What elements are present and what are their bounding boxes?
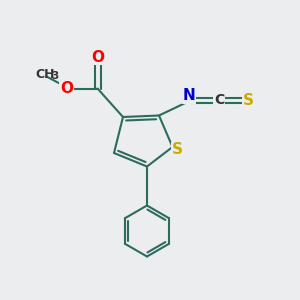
Text: S: S <box>172 142 182 158</box>
Text: N: N <box>183 88 195 103</box>
Text: S: S <box>243 93 254 108</box>
Text: 3: 3 <box>51 71 58 81</box>
Text: O: O <box>91 50 104 64</box>
Text: O: O <box>60 81 73 96</box>
Text: C: C <box>214 94 224 107</box>
Text: CH: CH <box>35 68 55 81</box>
